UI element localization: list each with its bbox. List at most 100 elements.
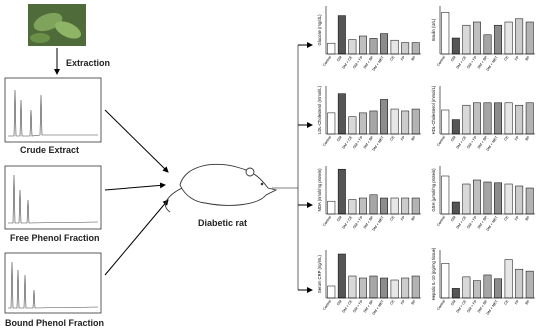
category-label: DM bbox=[336, 299, 342, 306]
category-label: Control bbox=[436, 215, 446, 227]
category-label: BP bbox=[411, 299, 417, 306]
bar bbox=[327, 112, 336, 135]
category-label: CE bbox=[503, 55, 509, 62]
arrow bbox=[104, 199, 169, 276]
chromatogram bbox=[4, 77, 102, 143]
category-label: BP bbox=[525, 299, 531, 306]
category-label: DM bbox=[450, 299, 456, 306]
category-label: DM + FP bbox=[352, 215, 364, 229]
category-label: BP bbox=[411, 215, 417, 222]
category-label: DM + FP bbox=[466, 299, 478, 313]
bar bbox=[525, 187, 534, 215]
bar bbox=[359, 197, 367, 215]
bar bbox=[411, 197, 420, 215]
bar bbox=[380, 99, 389, 135]
category-label: FP bbox=[400, 55, 406, 62]
bar bbox=[515, 18, 524, 55]
category-label: Control bbox=[436, 299, 446, 311]
bar bbox=[504, 259, 513, 299]
bar bbox=[390, 197, 399, 215]
category-label: DM + BP bbox=[363, 55, 375, 70]
category-label: DM + FP bbox=[466, 215, 478, 229]
category-label: DM + BP bbox=[363, 215, 375, 230]
bar bbox=[515, 185, 524, 215]
category-label: DM + FP bbox=[352, 135, 364, 149]
bar bbox=[494, 24, 503, 55]
bar bbox=[359, 35, 367, 55]
category-label: BP bbox=[411, 55, 417, 62]
category-label: CE bbox=[389, 55, 395, 62]
category-label: CE bbox=[389, 215, 395, 222]
category-label: CE bbox=[503, 135, 509, 142]
category-label: FP bbox=[514, 55, 520, 62]
bar bbox=[494, 102, 503, 135]
bar bbox=[369, 110, 378, 135]
step-label: Extraction bbox=[66, 58, 110, 68]
rat-drawing bbox=[165, 163, 278, 213]
bar bbox=[451, 201, 460, 215]
bar bbox=[369, 38, 378, 55]
bar bbox=[525, 270, 534, 299]
category-label: DM + BP bbox=[477, 55, 489, 70]
arrow bbox=[104, 109, 169, 173]
bar bbox=[390, 108, 399, 135]
bar bbox=[451, 119, 460, 135]
bar bbox=[483, 181, 492, 215]
step-label: Crude Extract bbox=[20, 145, 79, 155]
bar bbox=[401, 42, 410, 55]
bar bbox=[473, 280, 481, 299]
bar bbox=[504, 183, 513, 215]
bar bbox=[494, 182, 503, 215]
chromatogram bbox=[4, 252, 102, 314]
category-label: CE bbox=[503, 299, 509, 306]
category-label: BP bbox=[411, 135, 417, 142]
bar bbox=[337, 93, 346, 135]
bar bbox=[337, 15, 346, 55]
category-label: DM + FP bbox=[466, 55, 478, 69]
bar bbox=[348, 275, 357, 299]
bar bbox=[473, 21, 481, 55]
bar bbox=[462, 276, 471, 299]
bar bbox=[369, 194, 378, 215]
category-label: FP bbox=[400, 135, 406, 142]
bar bbox=[473, 102, 481, 135]
chromatogram-trace bbox=[8, 89, 98, 137]
y-axis-label: GSH (μmol/mg protein) bbox=[431, 168, 436, 212]
step-label: Diabetic rat bbox=[198, 218, 247, 228]
category-label: CE bbox=[503, 215, 509, 222]
bar bbox=[401, 197, 410, 215]
bar bbox=[390, 39, 399, 55]
bar bbox=[441, 263, 450, 299]
category-label: DM + FP bbox=[352, 55, 364, 69]
leaf-image bbox=[28, 4, 86, 46]
bar bbox=[348, 199, 357, 215]
category-label: DM + BP bbox=[363, 135, 375, 150]
bar bbox=[359, 277, 367, 299]
bar bbox=[327, 200, 336, 215]
step-label: Bound Phenol Fraction bbox=[5, 318, 104, 328]
bar bbox=[462, 104, 471, 135]
category-label: DM + BP bbox=[477, 215, 489, 230]
category-label: CE bbox=[389, 299, 395, 306]
bar bbox=[348, 116, 357, 135]
bar bbox=[359, 112, 367, 135]
bar bbox=[441, 12, 450, 55]
category-label: DM bbox=[336, 55, 342, 62]
category-label: CE bbox=[389, 135, 395, 142]
bar bbox=[327, 285, 336, 299]
chromatogram-trace bbox=[8, 261, 99, 309]
category-label: BP bbox=[525, 215, 531, 222]
bar bbox=[401, 277, 410, 299]
arrow bbox=[104, 182, 166, 191]
bar bbox=[504, 21, 513, 55]
bar bbox=[515, 104, 524, 135]
category-label: BP bbox=[525, 135, 531, 142]
bar bbox=[504, 102, 513, 135]
bar bbox=[411, 275, 420, 299]
bar bbox=[451, 288, 460, 299]
step-label: Free Phenol Fraction bbox=[10, 233, 100, 243]
bar bbox=[462, 183, 471, 215]
y-axis-label: MDA (nmol/mg protein) bbox=[317, 168, 322, 212]
bar bbox=[337, 168, 346, 215]
category-label: DM + BP bbox=[363, 299, 375, 314]
